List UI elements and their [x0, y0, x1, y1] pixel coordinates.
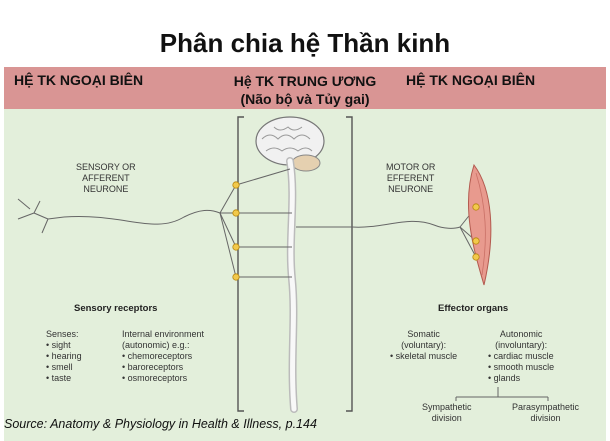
- internal-item: chemoreceptors: [122, 351, 204, 362]
- senses-block: Senses: sight hearing smell taste: [46, 329, 82, 384]
- motor-nodes: [472, 203, 480, 261]
- somatic-item: skeletal muscle: [390, 351, 458, 362]
- sympathetic-division-label: Sympathetic division: [422, 402, 472, 423]
- autonomic-item: glands: [488, 373, 554, 384]
- header-central-line2: (Não bộ và Tủy gai): [240, 91, 370, 107]
- source-citation: Source: Anatomy & Physiology in Health &…: [4, 417, 317, 431]
- motor-neurone-label: MOTOR OR EFFERENT NEURONE: [386, 162, 436, 194]
- muscle-icon: [468, 163, 492, 286]
- parasympathetic-division-label: Parasympathetic division: [512, 402, 580, 423]
- header-band: HỆ TK NGOẠI BIÊN Hệ TK TRUNG ƯƠNG (Não b…: [4, 67, 606, 109]
- cns-bracket: [237, 116, 353, 412]
- motor-neurone: [296, 206, 477, 258]
- sense-item: smell: [46, 362, 82, 373]
- division-connector: [455, 387, 549, 401]
- slide-title: Phân chia hệ Thần kinh: [159, 28, 451, 58]
- autonomic-item: smooth muscle: [488, 362, 555, 373]
- header-central-line1: Hệ TK TRUNG ƯƠNG: [233, 73, 377, 89]
- sense-item: sight: [46, 340, 82, 351]
- somatic-block: Somatic (voluntary): skeletal muscle: [390, 329, 458, 362]
- sensory-receptors-title: Sensory receptors: [74, 303, 158, 314]
- internal-environment-block: Internal environment (autonomic) e.g.: c…: [122, 329, 204, 384]
- sensory-neurone-label: SENSORY OR AFFERENT NEURONE: [76, 162, 136, 194]
- effector-organs-title: Effector organs: [438, 303, 509, 314]
- sense-item: taste: [46, 373, 82, 384]
- header-central: Hệ TK TRUNG ƯƠNG (Não bộ và Tủy gai): [4, 72, 606, 108]
- diagram-area: SENSORY OR AFFERENT NEURONE Sensory rece…: [4, 109, 606, 441]
- header-peripheral-right: HỆ TK NGOẠI BIÊN: [406, 72, 536, 88]
- brain-icon: [255, 116, 325, 172]
- autonomic-block: Autonomic (involuntary): cardiac muscle …: [488, 329, 555, 384]
- sensory-neurone: [17, 168, 292, 278]
- sense-item: hearing: [46, 351, 82, 362]
- internal-item: baroreceptors: [122, 362, 204, 373]
- autonomic-item: cardiac muscle: [488, 351, 554, 362]
- nervous-system-diagram: [17, 116, 549, 413]
- internal-item: osmoreceptors: [122, 373, 204, 384]
- sensory-nodes: [232, 181, 240, 281]
- header-peripheral-left: HỆ TK NGOẠI BIÊN: [14, 72, 144, 88]
